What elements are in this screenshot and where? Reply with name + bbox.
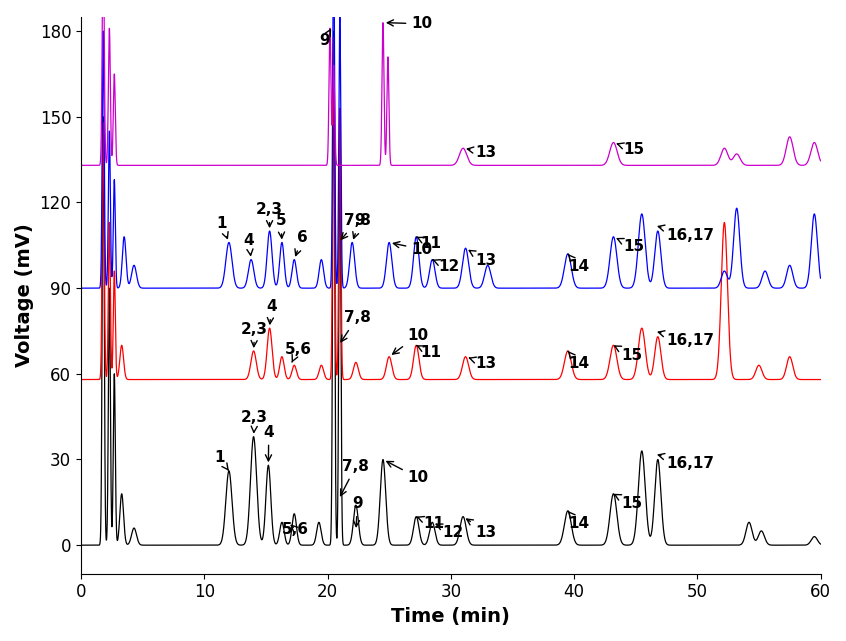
Text: 2,3: 2,3 bbox=[256, 202, 283, 227]
Text: 10: 10 bbox=[393, 242, 432, 257]
Text: 16,17: 16,17 bbox=[658, 225, 714, 242]
Text: 12: 12 bbox=[433, 259, 459, 274]
Text: 15: 15 bbox=[615, 494, 642, 511]
Text: 13: 13 bbox=[470, 251, 497, 269]
Text: 5,6: 5,6 bbox=[284, 342, 311, 362]
Text: 4: 4 bbox=[244, 233, 255, 255]
Text: 5: 5 bbox=[276, 213, 287, 238]
Y-axis label: Voltage (mV): Voltage (mV) bbox=[15, 224, 34, 367]
Text: 1: 1 bbox=[217, 216, 228, 238]
Text: 14: 14 bbox=[568, 351, 589, 371]
Text: 9: 9 bbox=[353, 213, 365, 238]
Text: 7,8: 7,8 bbox=[342, 213, 371, 239]
Text: 14: 14 bbox=[568, 254, 589, 274]
Text: 9: 9 bbox=[352, 496, 363, 526]
Text: 4: 4 bbox=[263, 424, 274, 461]
Text: 9: 9 bbox=[319, 29, 331, 49]
Text: 12: 12 bbox=[436, 524, 464, 540]
Text: 2,3: 2,3 bbox=[241, 410, 268, 432]
Text: 7,8: 7,8 bbox=[341, 310, 371, 342]
Text: 16,17: 16,17 bbox=[658, 331, 714, 348]
Text: 10: 10 bbox=[393, 328, 429, 354]
Text: 6: 6 bbox=[295, 231, 307, 256]
Text: 11: 11 bbox=[417, 236, 441, 251]
Text: 15: 15 bbox=[618, 142, 645, 157]
Text: 15: 15 bbox=[618, 238, 645, 254]
Text: 15: 15 bbox=[615, 346, 642, 363]
Text: 2,3: 2,3 bbox=[241, 322, 268, 347]
Text: 5,6: 5,6 bbox=[282, 522, 309, 537]
Text: 14: 14 bbox=[568, 511, 589, 531]
Text: 7,8: 7,8 bbox=[341, 459, 369, 495]
Text: 11: 11 bbox=[418, 516, 445, 531]
Text: 10: 10 bbox=[387, 462, 429, 485]
Text: 13: 13 bbox=[467, 145, 497, 160]
Text: 11: 11 bbox=[417, 345, 441, 360]
Text: 13: 13 bbox=[467, 519, 497, 540]
Text: 16,17: 16,17 bbox=[658, 454, 714, 471]
Text: 1: 1 bbox=[214, 451, 228, 470]
Text: 10: 10 bbox=[387, 16, 432, 31]
Text: 4: 4 bbox=[266, 299, 277, 324]
Text: 13: 13 bbox=[470, 356, 497, 371]
X-axis label: Time (min): Time (min) bbox=[392, 607, 510, 626]
